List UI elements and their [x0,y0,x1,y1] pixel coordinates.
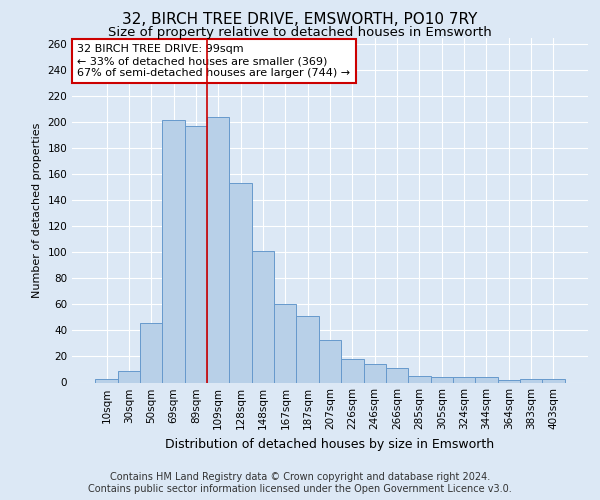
Bar [296,316,319,382]
Bar [453,378,475,382]
Bar [163,120,185,382]
Bar [542,378,565,382]
Bar [252,251,274,382]
Bar [431,378,453,382]
Text: Size of property relative to detached houses in Emsworth: Size of property relative to detached ho… [108,26,492,39]
Bar [497,380,520,382]
Y-axis label: Number of detached properties: Number of detached properties [32,122,42,298]
Bar [207,117,229,382]
Bar [274,304,296,382]
Bar [229,184,252,382]
Bar [95,378,118,382]
Bar [520,378,542,382]
Bar [118,371,140,382]
Text: 32, BIRCH TREE DRIVE, EMSWORTH, PO10 7RY: 32, BIRCH TREE DRIVE, EMSWORTH, PO10 7RY [122,12,478,28]
Bar [185,126,207,382]
Bar [319,340,341,382]
Bar [140,322,163,382]
Bar [386,368,408,382]
Bar [364,364,386,382]
Bar [475,378,497,382]
Text: 32 BIRCH TREE DRIVE: 99sqm
← 33% of detached houses are smaller (369)
67% of sem: 32 BIRCH TREE DRIVE: 99sqm ← 33% of deta… [77,44,350,78]
X-axis label: Distribution of detached houses by size in Emsworth: Distribution of detached houses by size … [166,438,494,451]
Text: Contains HM Land Registry data © Crown copyright and database right 2024.
Contai: Contains HM Land Registry data © Crown c… [88,472,512,494]
Bar [341,359,364,382]
Bar [408,376,431,382]
